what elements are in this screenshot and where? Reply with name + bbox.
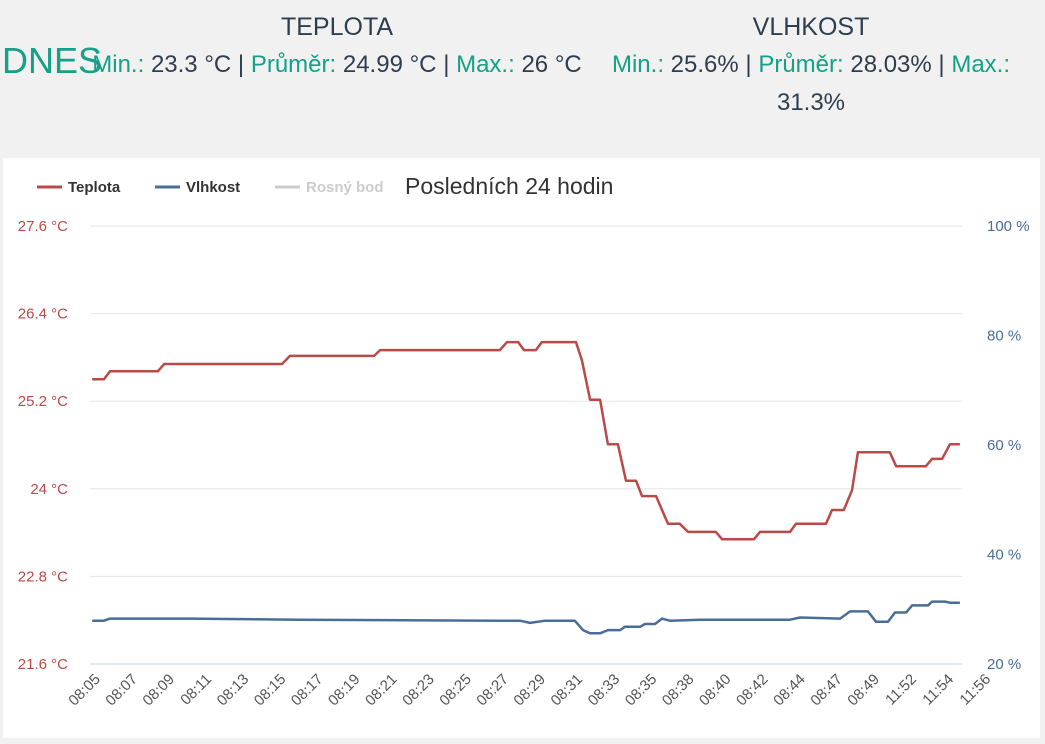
x-tick-label: 08:31 <box>548 671 587 710</box>
y-right-tick-label: 100 % <box>987 218 1030 235</box>
y-right-tick-label: 60 % <box>987 437 1021 454</box>
y-right-tick-label: 80 % <box>987 328 1021 345</box>
x-tick-label: 08:35 <box>622 671 661 710</box>
humidity-title: VLHKOST <box>752 13 870 41</box>
today-label: DNES <box>2 40 103 81</box>
x-tick-label: 08:07 <box>102 671 141 710</box>
temp-max-label: Max.: <box>456 51 515 78</box>
chart-title: Posledních 24 hodin <box>405 173 613 199</box>
x-tick-label: 08:21 <box>362 671 401 710</box>
x-tick-label: 08:40 <box>696 671 735 710</box>
separator: | <box>938 51 945 78</box>
temp-max: 26 °C <box>521 51 582 78</box>
x-tick-label: 08:11 <box>177 671 215 709</box>
y-left-tick-label: 22.8 °C <box>18 568 68 585</box>
y-right-tick-label: 40 % <box>987 547 1021 564</box>
x-tick-label: 08:23 <box>399 671 438 710</box>
y-right-tick-label: 20 % <box>987 656 1021 673</box>
legend-item-2[interactable]: Rosný bod <box>306 179 384 196</box>
humidity-summary: VLHKOST Min.: 25.6% | Průměr: 28.03% | M… <box>596 8 1026 122</box>
x-tick-label: 08:17 <box>288 671 327 710</box>
chart-card: 27.6 °C 26.4 °C 25.2 °C 24 °C 22.8 °C 21.6 °C… <box>3 158 1040 738</box>
x-tick-label: 08:15 <box>251 671 290 710</box>
x-tick-label: 08:13 <box>214 671 253 710</box>
temperature-summary: TEPLOTA Min.: 23.3 °C | Průměr: 24.99 °C… <box>92 8 582 84</box>
series-line-teplota <box>92 340 960 541</box>
series-line-vlhkost <box>92 600 960 635</box>
x-tick-label: 08:09 <box>139 671 178 710</box>
temp-min-label: Min.: <box>92 51 145 78</box>
temperature-title: TEPLOTA <box>280 13 394 41</box>
y-left-tick-label: 25.2 °C <box>18 393 68 410</box>
x-tick-label: 08:49 <box>844 671 883 710</box>
separator: | <box>745 51 752 78</box>
x-tick-label: 11:56 <box>956 671 994 709</box>
x-tick-label: 08:29 <box>510 671 549 710</box>
x-tick-label: 08:38 <box>659 671 698 710</box>
line-chart: 27.6 °C 26.4 °C 25.2 °C 24 °C 22.8 °C 21.6 °C… <box>18 173 1030 710</box>
x-tick-label: 08:19 <box>325 671 364 710</box>
legend-item-0[interactable]: Teplota <box>68 179 121 196</box>
temp-avg-label: Průměr: <box>250 51 337 78</box>
temp-min: 23.3 °C <box>150 51 232 78</box>
temp-avg: 24.99 °C <box>342 51 437 78</box>
x-tick-label: 08:05 <box>65 671 104 710</box>
x-tick-label: 11:54 <box>919 671 957 709</box>
x-tick-label: 08:47 <box>807 671 846 710</box>
x-tick-label: 08:44 <box>770 671 809 710</box>
hum-max: 31.3% <box>776 89 846 116</box>
legend-item-1[interactable]: Vlhkost <box>186 179 240 196</box>
y-left-tick-label: 24 °C <box>30 481 68 498</box>
x-tick-label: 08:27 <box>473 671 512 710</box>
hum-avg-label: Průměr: <box>758 51 844 78</box>
x-tick-label: 11:52 <box>882 671 920 709</box>
x-tick-label: 08:25 <box>436 671 475 710</box>
y-left-tick-label: 27.6 °C <box>18 218 68 235</box>
y-left-tick-label: 21.6 °C <box>18 656 68 673</box>
y-left-tick-label: 26.4 °C <box>18 306 68 323</box>
separator: | <box>443 51 450 78</box>
separator: | <box>237 51 245 78</box>
hum-min: 25.6% <box>670 51 739 78</box>
hum-avg: 28.03% <box>850 51 932 78</box>
x-tick-label: 08:33 <box>585 671 624 710</box>
hum-min-label: Min.: <box>611 51 664 78</box>
hum-max-label: Max.: <box>951 51 1011 78</box>
x-tick-label: 08:42 <box>733 671 772 710</box>
